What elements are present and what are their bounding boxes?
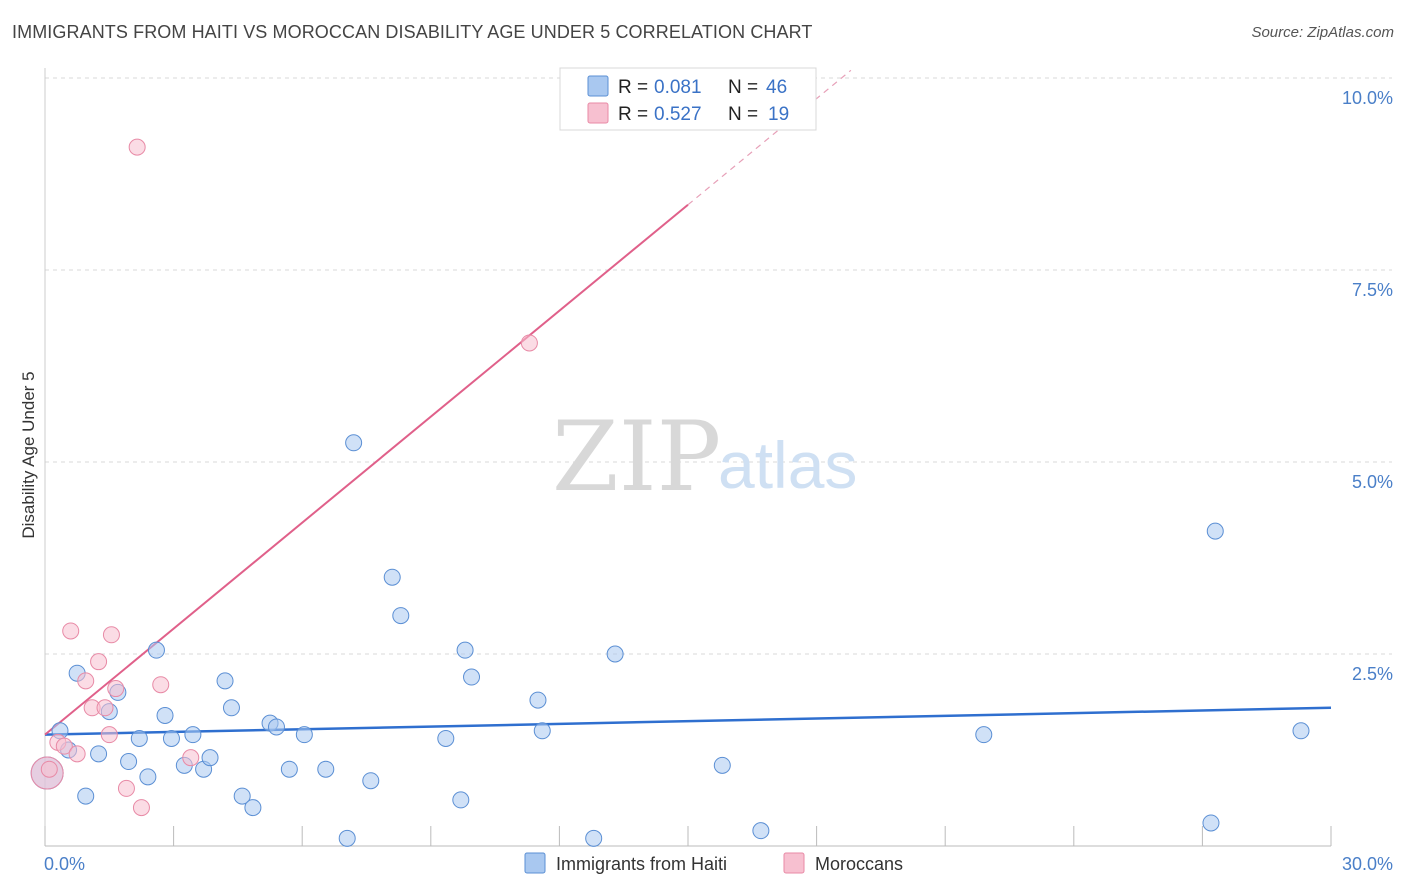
haiti-point bbox=[456, 641, 474, 659]
haiti-point bbox=[529, 691, 547, 709]
legend-box: R = 0.081 N = 46 R = 0.527 N = 19 bbox=[559, 67, 817, 131]
legend-r-label: R = bbox=[618, 104, 648, 125]
moroccans-point bbox=[128, 138, 146, 156]
moroccans-point bbox=[77, 672, 95, 690]
moroccans-point bbox=[100, 726, 118, 744]
x-tick-label: 30.0% bbox=[1342, 854, 1393, 874]
legend-swatch-haiti bbox=[587, 75, 609, 97]
tick-labels: 2.5% 5.0% 7.5% 10.0% 0.0% 30.0% bbox=[44, 88, 1393, 874]
haiti-point bbox=[533, 722, 551, 740]
moroccans-point bbox=[55, 737, 73, 755]
y-tick-label: 2.5% bbox=[1352, 664, 1393, 684]
haiti-point bbox=[452, 791, 470, 809]
data-points bbox=[30, 138, 1310, 847]
haiti-point bbox=[216, 672, 234, 690]
bottom-legend-swatch-moroccans bbox=[783, 852, 805, 874]
haiti-point bbox=[345, 434, 363, 452]
haiti-point bbox=[392, 607, 410, 625]
moroccans-point bbox=[520, 334, 538, 352]
source-label: Source: ZipAtlas.com bbox=[1251, 24, 1394, 41]
haiti-point bbox=[162, 729, 180, 747]
haiti-point bbox=[120, 753, 138, 771]
moroccans-point bbox=[90, 653, 108, 671]
grid-lines bbox=[45, 77, 1392, 655]
legend-r-label: R = bbox=[618, 77, 648, 98]
legend-r-value: 0.081 bbox=[654, 77, 702, 98]
haiti-point bbox=[147, 641, 165, 659]
haiti-point bbox=[222, 699, 240, 717]
haiti-point bbox=[244, 799, 262, 817]
haiti-point bbox=[606, 645, 624, 663]
haiti-point bbox=[975, 726, 993, 744]
bottom-legend: Immigrants from Haiti Moroccans bbox=[524, 852, 903, 874]
legend-swatch-moroccans bbox=[587, 102, 609, 124]
haiti-point bbox=[317, 760, 335, 778]
legend-r-value: 0.527 bbox=[654, 104, 702, 125]
haiti-point bbox=[383, 568, 401, 586]
haiti-point bbox=[585, 829, 603, 847]
moroccans-point bbox=[40, 760, 58, 778]
axes bbox=[44, 68, 1332, 847]
haiti-point bbox=[139, 768, 157, 786]
haiti-trend-line bbox=[44, 706, 1332, 736]
haiti-point bbox=[156, 706, 174, 724]
haiti-point bbox=[233, 787, 251, 805]
bottom-legend-label-moroccans: Moroccans bbox=[815, 854, 903, 874]
chart-title: IMMIGRANTS FROM HAITI VS MOROCCAN DISABI… bbox=[12, 22, 813, 42]
x-tick-label: 0.0% bbox=[44, 854, 85, 874]
legend-n-value: 46 bbox=[766, 77, 787, 98]
haiti-point bbox=[130, 729, 148, 747]
bottom-legend-label-haiti: Immigrants from Haiti bbox=[556, 854, 727, 874]
haiti-point bbox=[90, 745, 108, 763]
moroccans-point bbox=[102, 626, 120, 644]
haiti-point bbox=[1202, 814, 1220, 832]
moroccans-point bbox=[182, 749, 200, 767]
legend-n-label: N = bbox=[728, 104, 758, 125]
haiti-point bbox=[77, 787, 95, 805]
moroccans-point bbox=[107, 680, 125, 698]
haiti-point bbox=[752, 822, 770, 840]
legend-n-label: N = bbox=[728, 77, 758, 98]
haiti-point bbox=[362, 772, 380, 790]
moroccans-point bbox=[96, 699, 114, 717]
haiti-point bbox=[201, 749, 219, 767]
haiti-point bbox=[1206, 522, 1224, 540]
haiti-point bbox=[437, 729, 455, 747]
moroccans-point bbox=[68, 745, 86, 763]
haiti-point bbox=[280, 760, 298, 778]
y-tick-label: 10.0% bbox=[1342, 88, 1393, 108]
y-tick-label: 5.0% bbox=[1352, 472, 1393, 492]
haiti-point bbox=[1292, 722, 1310, 740]
moroccans-point bbox=[62, 622, 80, 640]
moroccans-trend-extension bbox=[687, 69, 852, 206]
haiti-point bbox=[184, 726, 202, 744]
legend-n-value: 19 bbox=[768, 104, 789, 125]
haiti-point bbox=[713, 756, 731, 774]
haiti-point bbox=[295, 726, 313, 744]
watermark-atlas: atlas bbox=[718, 428, 857, 502]
moroccans-point bbox=[132, 799, 150, 817]
moroccans-point bbox=[117, 779, 135, 797]
watermark: ZIP atlas bbox=[552, 401, 857, 513]
y-tick-label: 7.5% bbox=[1352, 280, 1393, 300]
bottom-legend-swatch-haiti bbox=[524, 852, 546, 874]
haiti-point bbox=[267, 718, 285, 736]
watermark-zip: ZIP bbox=[552, 401, 721, 513]
moroccans-point bbox=[152, 676, 170, 694]
haiti-point bbox=[338, 829, 356, 847]
haiti-point bbox=[463, 668, 481, 686]
y-axis-label: Disability Age Under 5 bbox=[19, 371, 38, 538]
